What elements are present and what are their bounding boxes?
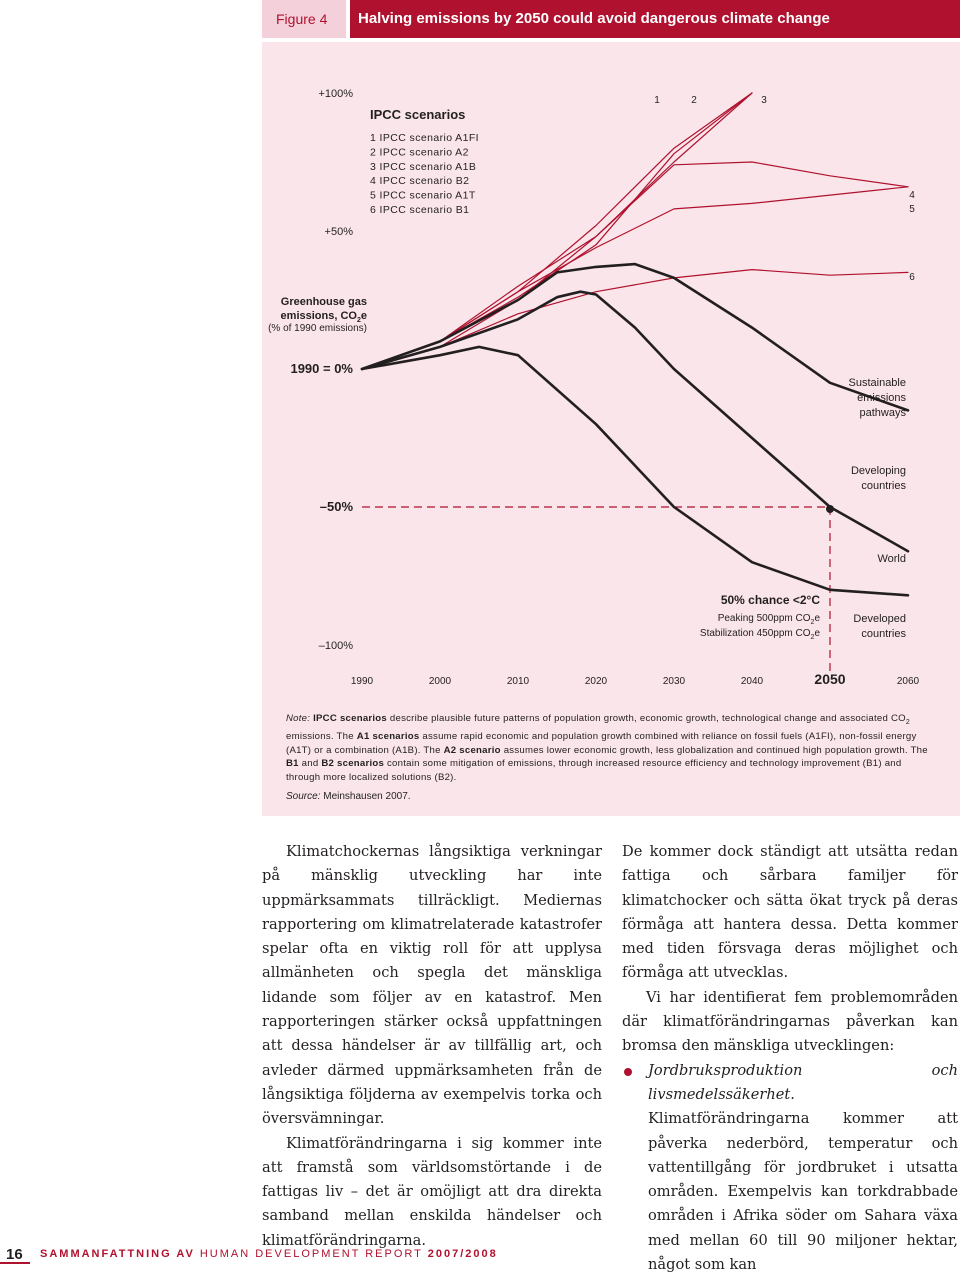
legend-item: 1 IPCC scenario A1FI bbox=[370, 132, 479, 144]
source-text: Meinshausen 2007. bbox=[320, 791, 411, 802]
y-axis-title: Greenhouse gas bbox=[281, 296, 367, 308]
figure-note: Note: IPCC scenarios describe plausible … bbox=[286, 712, 936, 785]
footer-rule bbox=[0, 1262, 30, 1264]
legend-item: 2 IPCC scenario A2 bbox=[370, 146, 469, 158]
annotation-line: Peaking 500ppm CO2e bbox=[718, 613, 821, 626]
x-tick-label: 2040 bbox=[741, 676, 764, 687]
y-tick-label: 1990 = 0% bbox=[290, 361, 353, 376]
y-tick-label: +50% bbox=[325, 226, 354, 238]
note-term-a1: A1 scenarios bbox=[356, 730, 420, 742]
note-subscript: 2 bbox=[905, 718, 911, 726]
body-paragraph: Klimatförändringarna i sig kommer inte a… bbox=[262, 1134, 602, 1249]
scenario-line bbox=[439, 92, 753, 342]
figure-source: Source: Meinshausen 2007. bbox=[286, 791, 411, 802]
body-paragraph: Klimatchockernas långsiktiga verkningar … bbox=[262, 843, 602, 1128]
note-term-ipcc: IPCC scenarios bbox=[313, 713, 387, 724]
source-label: Source: bbox=[286, 791, 321, 802]
legend-item: 5 IPCC scenario A1T bbox=[370, 190, 476, 202]
body-paragraph: De kommer dock ständigt att utsätta reda… bbox=[622, 843, 958, 982]
y-tick-label: –50% bbox=[320, 499, 354, 514]
emissions-chart: +100% +50% 1990 = 0% –50% –100% Greenhouse ga… bbox=[268, 88, 920, 687]
note-label: Note: bbox=[286, 713, 311, 724]
bullet-item: Jordbruksproduktion och livsmedelssäkerh… bbox=[622, 1059, 958, 1277]
pathway-line bbox=[360, 290, 910, 553]
note-text: describe plausible future patterns of po… bbox=[387, 713, 906, 724]
legend-title: IPCC scenarios bbox=[370, 107, 465, 122]
scenario-line bbox=[439, 186, 909, 342]
x-tick-label: 2010 bbox=[507, 676, 530, 687]
pathway-label: countries bbox=[861, 628, 906, 640]
note-term-b2: B2 scenarios bbox=[321, 758, 385, 770]
x-tick-label: 2030 bbox=[663, 676, 686, 687]
series-number-label: 2 bbox=[691, 95, 697, 106]
annotation-title: 50% chance <2°C bbox=[721, 593, 821, 607]
x-tick-label: 1990 bbox=[351, 676, 374, 687]
note-text: contain some mitigation of emissions, th… bbox=[286, 758, 902, 784]
bullet-text: Klimatförändringarna kommer att påverka … bbox=[648, 1110, 958, 1274]
series-number-label: 1 bbox=[654, 95, 660, 106]
x-tick-label: 2020 bbox=[585, 676, 608, 687]
pathway-line bbox=[360, 262, 910, 412]
note-text: and bbox=[298, 758, 322, 770]
series-number-label: 5 bbox=[909, 204, 915, 215]
note-text: assumes lower economic growth, less glob… bbox=[500, 744, 928, 756]
y-axis-title: emissions, CO2e bbox=[281, 310, 367, 324]
scenario-line bbox=[439, 92, 753, 342]
running-title-bold: SAMMANFATTNING AV bbox=[40, 1248, 195, 1260]
y-tick-label: +100% bbox=[318, 88, 353, 100]
pathway-heading: Sustainable bbox=[849, 377, 907, 389]
legend-item: 4 IPCC scenario B2 bbox=[370, 175, 469, 187]
pathway-line bbox=[360, 345, 910, 597]
legend-item: 3 IPCC scenario A1B bbox=[370, 161, 476, 173]
scenario-line bbox=[439, 269, 909, 348]
body-column-left: Klimatchockernas långsiktiga verkningar … bbox=[262, 840, 602, 1253]
note-text: assume rapid economic and population gro… bbox=[286, 730, 917, 756]
figure-label: Figure 4 bbox=[262, 0, 346, 38]
y-axis-title: (% of 1990 emissions) bbox=[268, 323, 367, 334]
series-number-label: 6 bbox=[909, 272, 915, 283]
page-footer: 16 SAMMANFATTNING AV HUMAN DEVELOPMENT R… bbox=[0, 1238, 960, 1266]
note-text: emissions. The bbox=[286, 730, 357, 742]
figure-panel: +100% +50% 1990 = 0% –50% –100% Greenhouse ga… bbox=[262, 42, 960, 816]
annotation-line: Stabilization 450ppm CO2e bbox=[700, 628, 821, 641]
x-tick-label: 2060 bbox=[897, 676, 920, 687]
pathway-heading: pathways bbox=[860, 407, 907, 419]
scenario-line bbox=[439, 161, 909, 342]
legend-item: 6 IPCC scenario B1 bbox=[370, 204, 469, 216]
pathway-label: Developed bbox=[853, 613, 906, 625]
note-term-a2: A2 scenario bbox=[443, 744, 501, 756]
series-number-label: 4 bbox=[909, 190, 915, 201]
figure-header: Figure 4 Halving emissions by 2050 could… bbox=[262, 0, 960, 38]
x-tick-label: 2050 bbox=[814, 671, 845, 687]
note-term-b1: B1 bbox=[286, 758, 299, 770]
bullet-title: Jordbruksproduktion och livsmedelssäkerh… bbox=[648, 1061, 958, 1103]
figure-title: Halving emissions by 2050 could avoid da… bbox=[350, 0, 960, 38]
pathway-label: World bbox=[877, 553, 906, 565]
y-tick-label: –100% bbox=[319, 640, 353, 652]
body-paragraph: Vi har identifierat fem problemområden d… bbox=[622, 988, 958, 1055]
page-number: 16 bbox=[6, 1246, 23, 1263]
body-column-right: De kommer dock ständigt att utsätta reda… bbox=[622, 840, 958, 1277]
marker-dot bbox=[826, 505, 834, 513]
running-title: SAMMANFATTNING AV HUMAN DEVELOPMENT REPO… bbox=[40, 1248, 498, 1260]
bullet-dot-icon bbox=[624, 1067, 632, 1076]
pathway-label: countries bbox=[861, 480, 906, 492]
pathway-label: Developing bbox=[851, 465, 906, 477]
pathway-heading: emissions bbox=[857, 392, 906, 404]
running-title-text: HUMAN DEVELOPMENT REPORT bbox=[194, 1248, 428, 1260]
series-number-label: 3 bbox=[761, 95, 767, 106]
running-title-year: 2007/2008 bbox=[427, 1248, 498, 1260]
x-tick-label: 2000 bbox=[429, 676, 452, 687]
